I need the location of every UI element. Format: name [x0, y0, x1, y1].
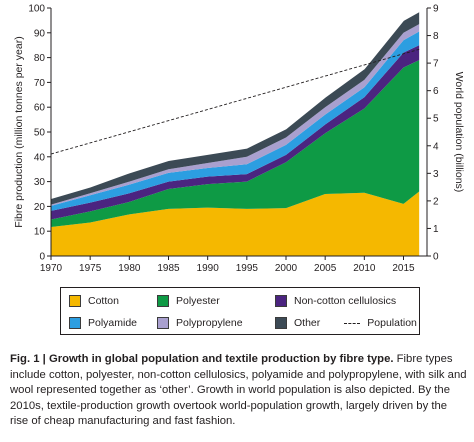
y-tick-label: 100	[28, 4, 45, 15]
legend-label-polyamide: Polyamide	[88, 317, 138, 329]
x-tick-label: 2015	[392, 263, 415, 274]
y-tick-label: 40	[34, 152, 46, 163]
y2-axis-title: World population (billions)	[453, 72, 465, 193]
legend-swatch-other	[275, 317, 287, 329]
area-series-group	[50, 11, 420, 256]
y-tick-label: 10	[34, 227, 46, 238]
y-axis-title: Fibre production (million tonnes per yea…	[13, 36, 25, 227]
legend-swatch-polypropylene	[157, 317, 169, 329]
legend-label-non-cotton-cellulosics: Non-cotton cellulosics	[294, 295, 397, 307]
legend-label-other: Other	[294, 317, 321, 329]
population-line	[50, 48, 420, 155]
y-tick-label: 70	[34, 78, 46, 89]
chart-legend: Cotton Polyester Non-cotton cellulosics …	[60, 287, 420, 335]
x-tick-label: 2010	[353, 263, 376, 274]
legend-swatch-cotton	[69, 295, 81, 307]
population-line-group	[50, 48, 420, 155]
stacked-area-chart: 0 10 20 30 40 50 60 70 80 90 100 0 1 2 3 4 5 6 7 8 9 1970 1975…	[13, 4, 465, 275]
legend-item-polyamide: Polyamide	[69, 312, 157, 334]
y2-tick-label: 8	[433, 31, 439, 42]
axes-group: 0 10 20 30 40 50 60 70 80 90 100 0 1 2 3 4 5 6 7 8 9 1970 1975…	[28, 4, 439, 275]
y2-tick-label: 6	[433, 86, 439, 97]
legend-label-cotton: Cotton	[88, 295, 119, 307]
legend-label-polyester: Polyester	[176, 295, 220, 307]
area-cotton	[51, 191, 420, 256]
y-tick-label: 20	[34, 202, 46, 213]
y-tick-label: 90	[34, 28, 46, 39]
area-polyester	[51, 60, 420, 227]
legend-swatch-non-cotton-cellulosics	[275, 295, 287, 307]
y2-tick-label: 9	[433, 4, 439, 15]
y2-tick-label: 3	[433, 169, 439, 180]
x-tick-label: 1970	[40, 263, 63, 274]
legend-item-other: Other Population	[275, 312, 425, 334]
figure-caption: Fig. 1 | Growth in global population and…	[10, 352, 468, 430]
y-tick-label: 80	[34, 53, 46, 64]
y2-tick-label: 4	[433, 141, 439, 152]
caption-body: Fibre types include cotton, polyester, n…	[10, 353, 467, 427]
x-tick-label: 1975	[79, 263, 102, 274]
legend-label-polypropylene: Polypropylene	[176, 317, 243, 329]
legend-item-polypropylene: Polypropylene	[157, 312, 275, 334]
legend-swatch-population-line	[344, 322, 361, 324]
y-tick-label: 0	[39, 252, 45, 263]
y-tick-label: 30	[34, 177, 46, 188]
legend-item-cotton: Cotton	[69, 290, 157, 312]
legend-item-polyester: Polyester	[157, 290, 275, 312]
x-tick-label: 1985	[157, 263, 180, 274]
legend-swatch-polyamide	[69, 317, 81, 329]
y2-tick-label: 7	[433, 59, 439, 70]
legend-label-population: Population	[367, 317, 417, 329]
y2-tick-label: 0	[433, 252, 439, 263]
x-tick-label: 2000	[275, 263, 298, 274]
y2-tick-label: 2	[433, 196, 439, 207]
y2-tick-label: 1	[433, 224, 439, 235]
stack-top-outline	[50, 11, 420, 199]
legend-item-non-cotton-cellulosics: Non-cotton cellulosics	[275, 290, 425, 312]
y-tick-label: 60	[34, 103, 46, 114]
x-tick-label: 1980	[118, 263, 141, 274]
x-tick-label: 1990	[197, 263, 220, 274]
y-tick-label: 50	[34, 128, 46, 139]
caption-lead: Fig. 1 | Growth in global population and…	[10, 353, 394, 365]
y2-tick-label: 5	[433, 114, 439, 125]
x-tick-label: 1995	[236, 263, 259, 274]
x-tick-label: 2005	[314, 263, 337, 274]
legend-swatch-polyester	[157, 295, 169, 307]
